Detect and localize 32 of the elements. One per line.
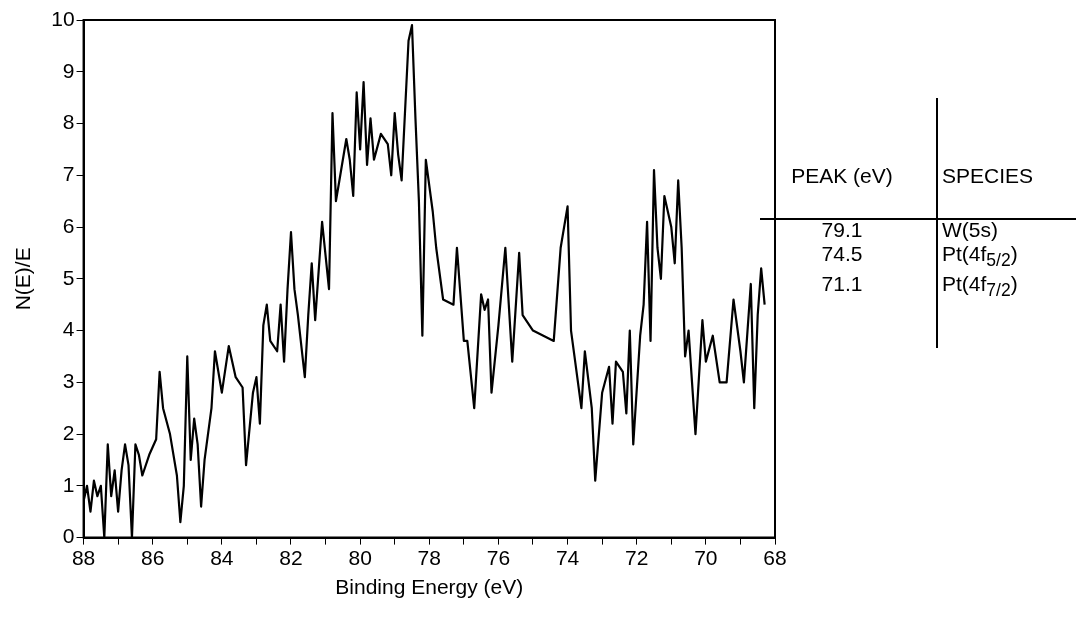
x-tick-label: 76 [486, 546, 511, 569]
x-tick-label: 78 [417, 546, 441, 569]
text: 71.1 [820, 272, 864, 298]
y-tick-label: 0 [62, 524, 75, 548]
text: PEAK (eV) [790, 164, 894, 188]
text: 79.1 [820, 218, 864, 242]
y-tick-label: 1 [62, 472, 75, 496]
x-tick-label: 84 [210, 546, 234, 569]
x-tick-label: 72 [625, 546, 649, 569]
y-tick-label: 9 [62, 58, 75, 82]
y-tick-label: 10 [51, 6, 75, 30]
text: Pt(4f$_{7/2}$) [941, 272, 1018, 303]
x-tick-label: 80 [348, 546, 372, 569]
y-tick-label: 6 [62, 213, 75, 237]
x-tick-label: 68 [763, 546, 787, 569]
y-tick-label: 3 [62, 369, 75, 393]
y-tick-label: 2 [62, 420, 75, 444]
y-tick-label: 4 [62, 317, 75, 341]
x-tick-label: 74 [555, 546, 580, 569]
y-axis-title: N(E)/E [11, 247, 35, 311]
x-tick-label: 82 [279, 546, 303, 569]
x-tick-label: 70 [694, 546, 718, 569]
text: 74.5 [820, 242, 864, 267]
y-tick-label: 8 [62, 110, 75, 134]
y-tick-label: 7 [62, 162, 75, 186]
y-tick-label: 5 [62, 265, 75, 289]
x-axis-title: Binding Energy (eV) [335, 575, 524, 599]
x-tick-label: 86 [141, 546, 165, 569]
text: W(5s) [941, 218, 998, 242]
x-tick-label: 88 [71, 546, 96, 569]
text: SPECIES [941, 164, 1034, 188]
text: Pt(4f$_{5/2}$) [941, 242, 1018, 273]
